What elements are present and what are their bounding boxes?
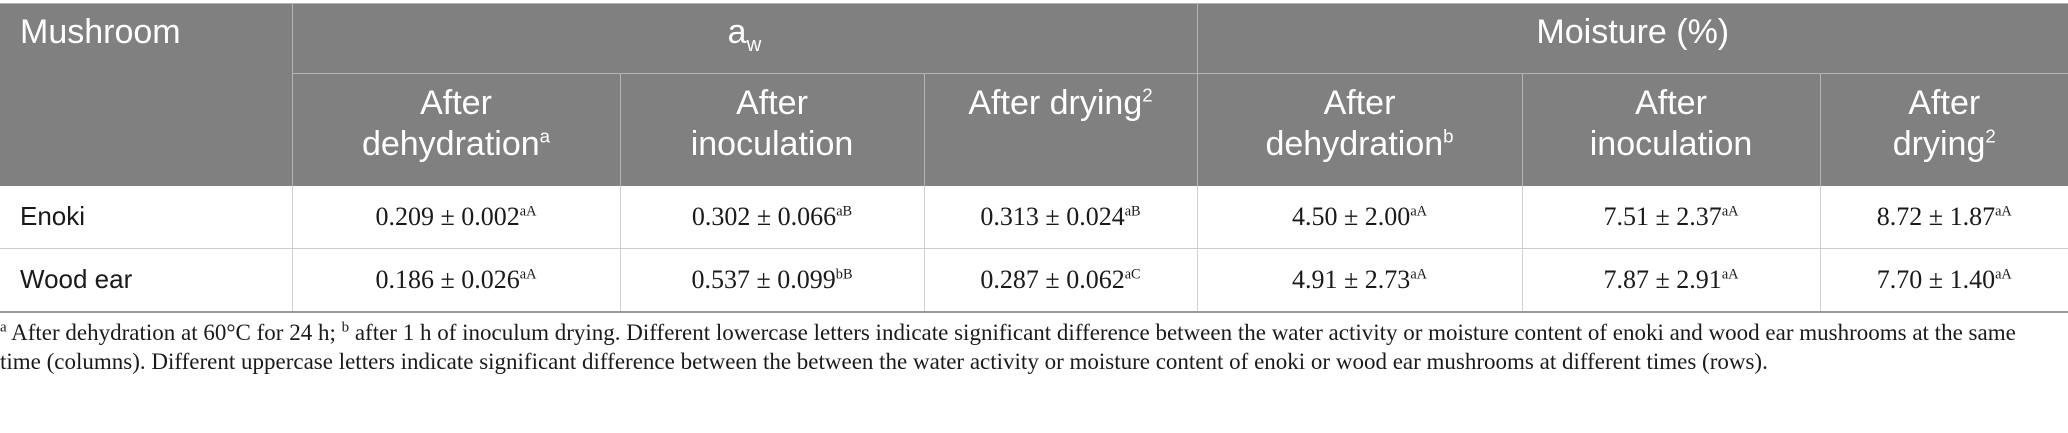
header-aw-after-dehydration: After dehydrationa (291, 73, 620, 186)
table-cell: 0.313 ± 0.024aB (923, 185, 1198, 249)
table-row: Wood ear 0.186 ± 0.026aA 0.537 ± 0.099bB… (0, 248, 2068, 313)
table-cell: 0.537 ± 0.099bB (619, 248, 924, 313)
table-cell: 7.87 ± 2.91aA (1521, 248, 1821, 313)
row-label: Enoki (0, 185, 292, 249)
header-moisture-after-inoculation: After inoculation (1521, 73, 1821, 186)
table-cell: 0.302 ± 0.066aB (619, 185, 924, 249)
header-moisture: Moisture (%) (1196, 3, 2068, 74)
header-aw-after-inoculation: After inoculation (619, 73, 924, 186)
table-cell: 8.72 ± 1.87aA (1819, 185, 2068, 249)
header-water-activity: aw (291, 3, 1198, 74)
table-cell: 4.91 ± 2.73aA (1196, 248, 1523, 313)
header-aw-after-drying: After drying2 (923, 73, 1198, 186)
header-mushroom: Mushroom (0, 3, 292, 186)
table-cell: 0.186 ± 0.026aA (291, 248, 620, 313)
table-cell: 7.70 ± 1.40aA (1819, 248, 2068, 313)
table-footnote: a After dehydration at 60°C for 24 h; b … (0, 319, 2016, 374)
results-table: Mushroom aw Moisture (%) After dehydratio… (0, 3, 2068, 313)
table-cell: 7.51 ± 2.37aA (1521, 185, 1821, 249)
table-row: Enoki 0.209 ± 0.002aA 0.302 ± 0.066aB 0.… (0, 185, 2068, 249)
row-label: Wood ear (0, 248, 292, 313)
table-cell: 4.50 ± 2.00aA (1196, 185, 1523, 249)
header-moisture-after-drying: After drying2 (1819, 73, 2068, 186)
table-cell: 0.209 ± 0.002aA (291, 185, 620, 249)
header-moisture-after-dehydration: After dehydrationb (1196, 73, 1523, 186)
table-cell: 0.287 ± 0.062aC (923, 248, 1198, 313)
